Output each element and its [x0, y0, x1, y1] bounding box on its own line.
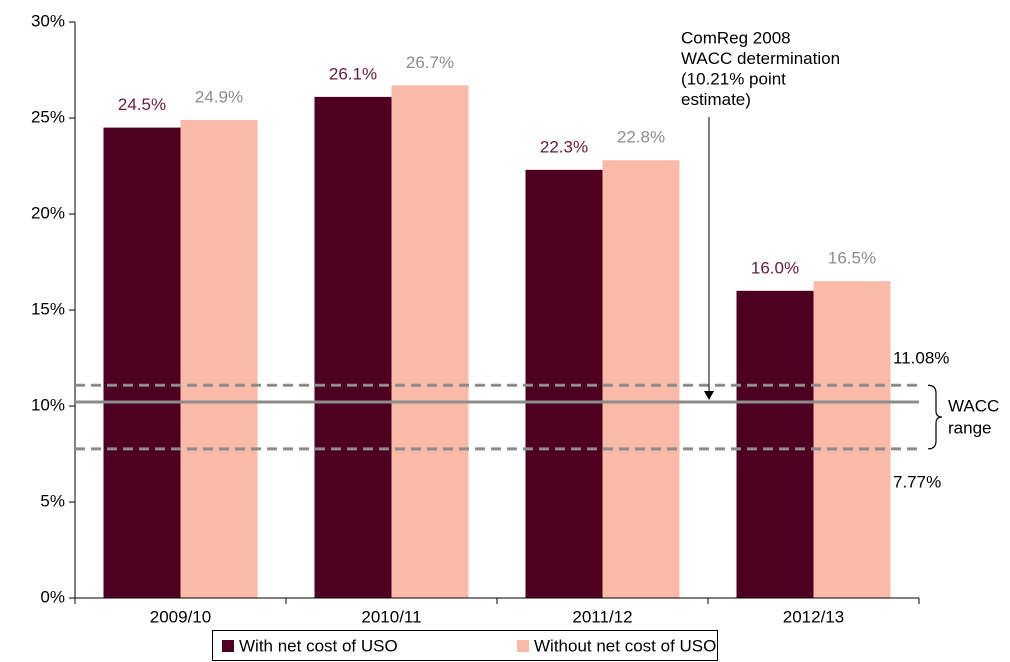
- reference-label: 11.08%: [893, 349, 949, 368]
- value-label: 26.7%: [406, 53, 454, 72]
- bar: [103, 127, 181, 598]
- annotation: (10.21% point: [681, 69, 786, 88]
- y-tick-label: 5%: [40, 491, 65, 510]
- legend-box: [212, 630, 718, 661]
- bar: [602, 160, 680, 599]
- y-tick-label: 0%: [40, 587, 65, 606]
- value-label: 24.5%: [118, 95, 166, 114]
- annotation: ComReg 2008: [681, 28, 791, 47]
- range-label: range: [948, 419, 991, 438]
- legend-label: Without net cost of USO: [534, 636, 716, 655]
- bar: [391, 85, 469, 599]
- value-label: 26.1%: [329, 64, 377, 83]
- range-label: WACC: [948, 397, 999, 416]
- value-label: 16.5%: [828, 249, 876, 268]
- value-label: 24.9%: [195, 87, 243, 106]
- bar: [736, 290, 814, 598]
- legend-swatch: [517, 640, 529, 652]
- x-tick-label: 2010/11: [361, 607, 421, 626]
- bar: [314, 96, 392, 598]
- y-tick-label: 20%: [31, 203, 65, 222]
- value-label: 22.3%: [540, 137, 588, 156]
- legend-label: With net cost of USO: [239, 636, 398, 655]
- annotation: WACC determination: [681, 49, 840, 68]
- reference-label: 7.77%: [893, 472, 941, 491]
- y-tick-label: 15%: [31, 299, 65, 318]
- bar: [180, 119, 258, 599]
- x-tick-label: 2009/10: [150, 607, 211, 626]
- legend-swatch: [222, 640, 234, 652]
- annotation: estimate): [681, 90, 751, 109]
- y-tick-label: 30%: [31, 11, 65, 30]
- value-label: 16.0%: [751, 258, 799, 277]
- annotation-arrowhead: [704, 390, 714, 400]
- x-tick-label: 2011/12: [572, 607, 632, 626]
- bar: [813, 281, 891, 598]
- y-tick-label: 25%: [31, 107, 65, 126]
- y-tick-label: 10%: [31, 395, 65, 414]
- value-label: 22.8%: [617, 128, 665, 147]
- range-brace: [927, 384, 943, 450]
- x-tick-label: 2012/13: [783, 607, 844, 626]
